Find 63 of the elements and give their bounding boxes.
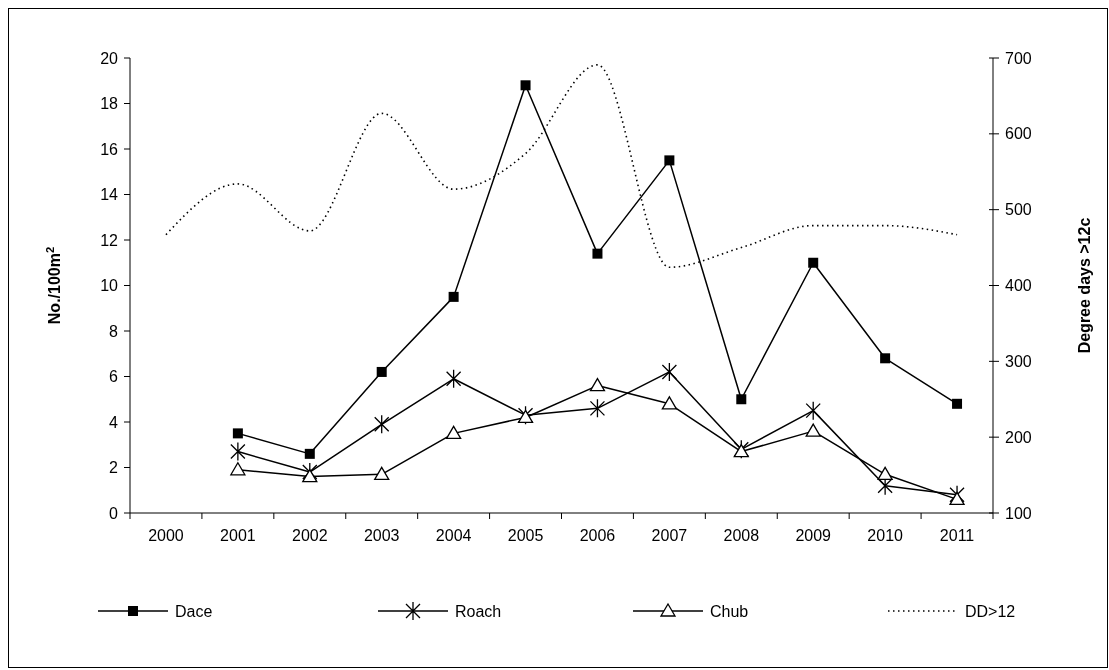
y2-tick-label: 500 [1005,201,1032,219]
point [448,291,459,302]
x-tick-label: 2003 [363,527,400,544]
point [589,377,606,392]
legend-label: Chub [710,602,749,620]
y-tick-label: 2 [109,459,119,477]
y2-tick-label: 400 [1005,277,1032,295]
y-tick-label: 14 [100,186,119,204]
point [520,80,531,91]
y2-axis-title: Degree days >12c [1076,217,1093,354]
y-tick-label: 18 [100,95,119,113]
y-tick-label: 0 [109,504,119,522]
y-tick-label: 20 [100,49,119,67]
point [736,394,747,405]
y2-tick-label: 300 [1005,352,1032,370]
x-tick-label: 2002 [291,527,328,544]
y2-tick-label: 600 [1005,125,1032,143]
point [877,466,893,480]
y2-tick-label: 100 [1005,504,1032,522]
point [304,448,315,459]
point [445,425,462,440]
point [661,396,678,410]
point [949,491,965,505]
y2-tick-label: 700 [1005,49,1032,67]
y-tick-label: 12 [100,231,119,249]
point [733,443,749,458]
point [232,428,243,439]
x-tick-label: 2005 [507,527,544,544]
y2-tick-label: 200 [1005,428,1032,446]
point [880,353,891,364]
point [592,248,603,259]
point [808,257,819,268]
y-tick-label: 10 [100,277,119,295]
point [805,400,821,421]
point [302,468,318,483]
x-tick-label: 2006 [579,527,616,544]
point [805,423,821,437]
y-tick-label: 4 [109,413,119,431]
x-tick-label: 2001 [220,527,256,544]
point [517,409,534,424]
y-tick-label: 6 [109,368,119,386]
point [374,414,390,434]
x-tick-label: 2004 [435,527,472,544]
legend-label: DD>12 [965,602,1016,620]
point [661,362,678,382]
x-tick-label: 2010 [867,527,904,544]
point [376,366,387,377]
y-tick-label: 8 [109,322,119,340]
legend-label: Dace [175,602,213,620]
y-tick-label: 16 [100,140,119,158]
point [230,462,246,476]
x-tick-label: 2007 [651,527,688,544]
x-tick-label: 2008 [723,527,760,544]
x-tick-label: 2011 [939,527,975,544]
point [445,369,462,389]
x-tick-label: 2009 [795,527,832,544]
point [664,155,675,166]
x-tick-label: 2000 [148,527,184,544]
point [230,441,246,462]
legend-label: Roach [455,602,502,620]
point [952,398,963,409]
point [589,398,606,418]
point [374,466,390,480]
